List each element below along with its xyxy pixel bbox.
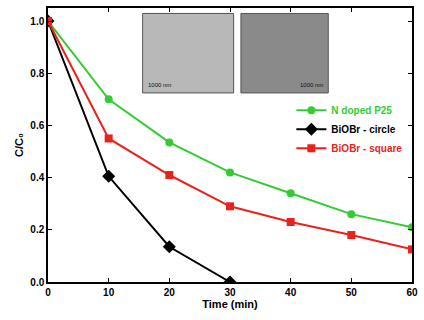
svg-text:30: 30 [224,287,236,298]
svg-text:1000 nm: 1000 nm [148,82,171,88]
svg-text:1.0: 1.0 [30,16,44,27]
svg-text:50: 50 [346,287,358,298]
svg-text:BiOBr - square: BiOBr - square [331,143,402,154]
svg-text:0: 0 [45,287,51,298]
svg-text:0.2: 0.2 [30,224,44,235]
svg-text:BiOBr - circle: BiOBr - circle [331,124,395,135]
svg-text:Time (min): Time (min) [202,298,258,310]
svg-text:0.0: 0.0 [30,277,44,288]
svg-text:C/C₀: C/C₀ [13,133,25,157]
svg-text:20: 20 [164,287,176,298]
svg-text:10: 10 [103,287,115,298]
svg-text:40: 40 [285,287,297,298]
svg-text:60: 60 [406,287,418,298]
svg-text:0.6: 0.6 [30,120,44,131]
svg-text:1000 nm: 1000 nm [300,82,323,88]
svg-text:0.8: 0.8 [30,68,44,79]
svg-text:N doped P25: N doped P25 [331,105,392,116]
svg-text:0.4: 0.4 [30,172,44,183]
